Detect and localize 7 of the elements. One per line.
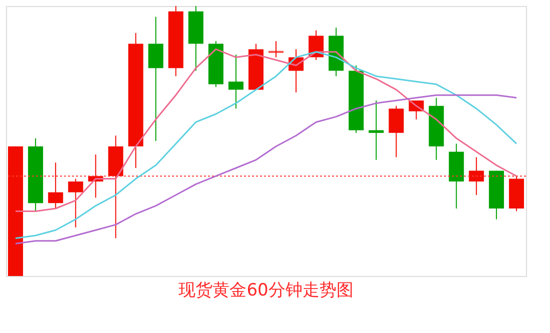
- candlestick: [368, 100, 384, 160]
- candlestick: [228, 54, 244, 110]
- candlestick: [268, 40, 284, 58]
- candlestick: [468, 156, 484, 196]
- candlestick: [48, 162, 64, 209]
- candlestick: [68, 178, 84, 228]
- text: 现货黄金60分钟走势图: [178, 280, 354, 300]
